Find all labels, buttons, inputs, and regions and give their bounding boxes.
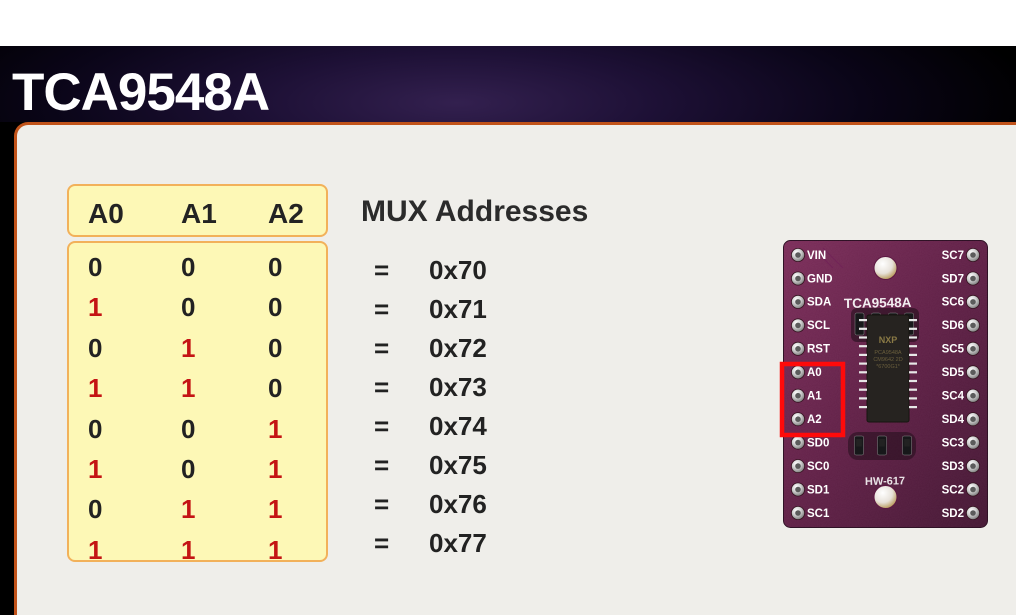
- svg-text:SD6: SD6: [942, 320, 964, 332]
- svg-text:A0: A0: [807, 367, 822, 379]
- svg-text:SC4: SC4: [942, 391, 965, 403]
- svg-text:SC1: SC1: [807, 508, 830, 520]
- svg-text:SC5: SC5: [942, 344, 965, 356]
- svg-text:RST: RST: [807, 344, 830, 356]
- svg-text:A2: A2: [807, 414, 822, 426]
- svg-text:VIN: VIN: [807, 250, 826, 262]
- svg-text:SC3: SC3: [942, 437, 964, 449]
- svg-text:SD4: SD4: [942, 414, 965, 426]
- svg-text:SC0: SC0: [807, 461, 829, 473]
- svg-text:NXP: NXP: [879, 335, 898, 345]
- svg-text:CM9642 2D: CM9642 2D: [873, 357, 902, 363]
- svg-text:GND: GND: [807, 273, 833, 285]
- svg-text:PCA9548A: PCA9548A: [874, 350, 902, 356]
- svg-text:A1: A1: [807, 391, 822, 403]
- svg-text:*6700G1*: *6700G1*: [876, 364, 901, 370]
- svg-text:SD3: SD3: [942, 461, 964, 473]
- svg-text:SC2: SC2: [942, 484, 964, 496]
- svg-text:SD7: SD7: [942, 273, 964, 285]
- svg-text:SD1: SD1: [807, 484, 830, 496]
- svg-text:SCL: SCL: [807, 320, 830, 332]
- svg-text:HW-617: HW-617: [865, 475, 905, 488]
- svg-text:SD2: SD2: [942, 508, 964, 520]
- svg-text:SD0: SD0: [807, 437, 829, 449]
- svg-text:SDA: SDA: [807, 297, 831, 309]
- svg-text:SC7: SC7: [942, 250, 964, 262]
- svg-text:SC6: SC6: [942, 297, 964, 309]
- svg-text:SD5: SD5: [942, 367, 965, 379]
